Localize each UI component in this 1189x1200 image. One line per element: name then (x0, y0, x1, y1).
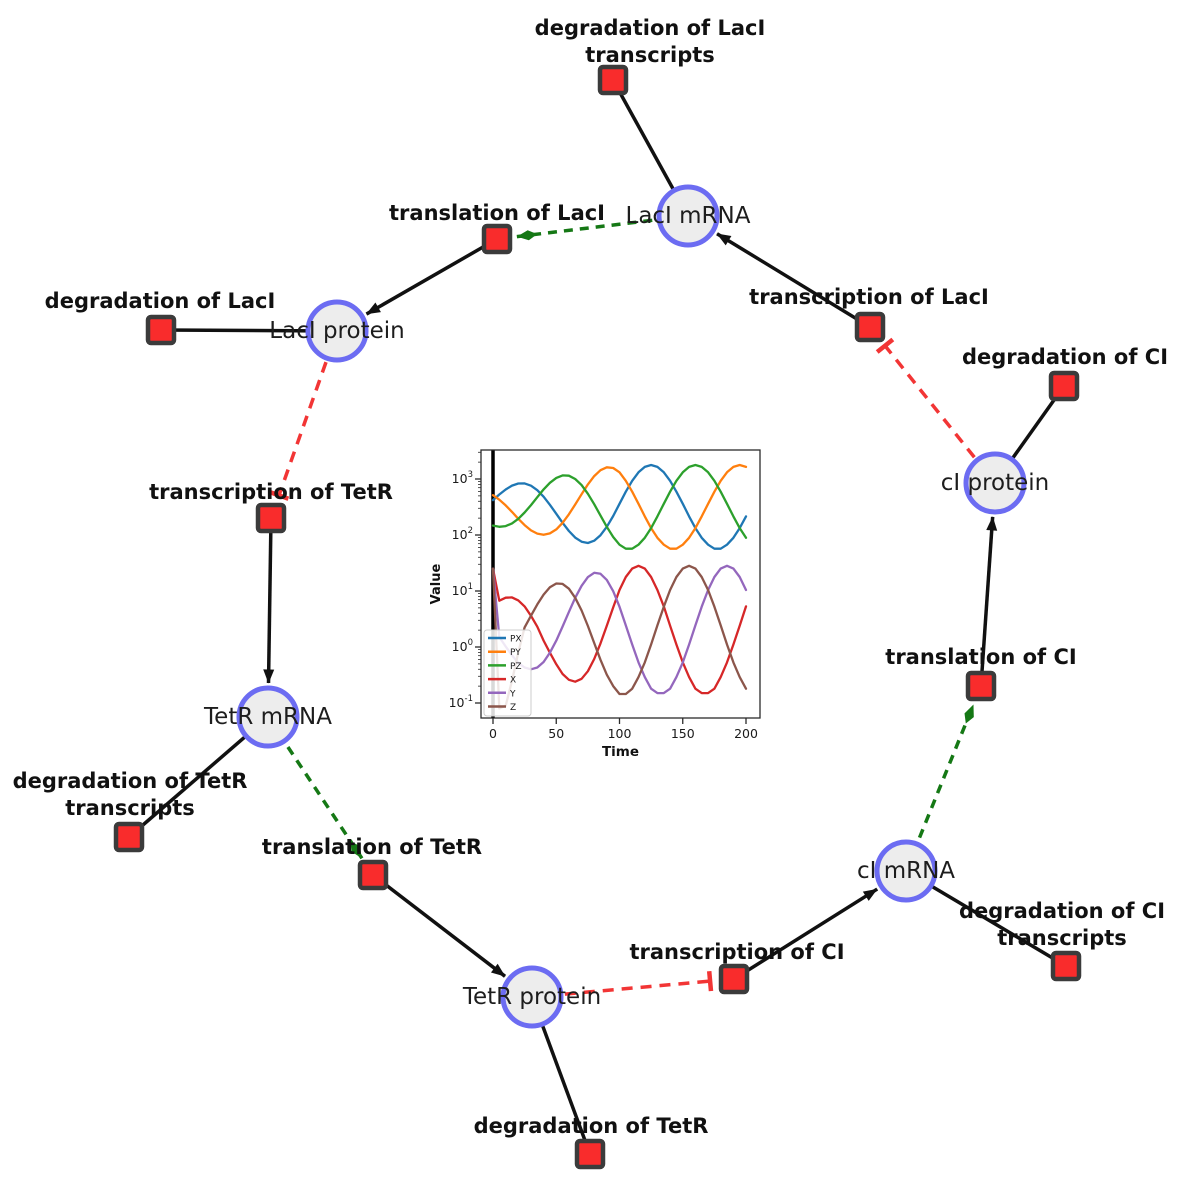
x-tick-label-100: 100 (608, 726, 632, 741)
series-line-PY (491, 463, 748, 550)
reaction-node-r_deg_cI[interactable] (1048, 370, 1080, 402)
species-node-tetR_protein[interactable] (500, 965, 564, 1029)
series-line-PZ (491, 463, 748, 550)
edge-inhibit-cI_protein-r_transcr_lacI (883, 344, 976, 459)
reaction-node-r_deg_lacI_tr[interactable] (597, 64, 629, 96)
species-node-lacI_mRNA[interactable] (656, 184, 720, 248)
series-line-Z (491, 564, 748, 710)
species-node-cI_mRNA[interactable] (874, 839, 938, 903)
series-line-PX (491, 463, 748, 550)
reaction-node-r_deg_tetR_tr[interactable] (113, 821, 145, 853)
series-line-Y (491, 564, 748, 695)
reaction-node-r_transl_tetR[interactable] (357, 859, 389, 891)
inhibition-tbar-r_transcr_cI (706, 970, 714, 992)
y-axis-label: Value (429, 563, 444, 604)
x-tick-label-50: 50 (548, 726, 564, 741)
edge-activate-cI_mRNA-r_transl_cI (911, 703, 976, 854)
x-tick-label-150: 150 (671, 726, 695, 741)
species-node-tetR_mRNA[interactable] (236, 685, 300, 749)
time-series-inset-plot: 10-1 100 101 102 103 0 50 100 150 200 Value Time PX P… (428, 434, 773, 769)
species-node-cI_protein[interactable] (963, 451, 1027, 515)
edge-activate-lacI_mRNA-r_transl_lacI (516, 216, 669, 241)
reaction-node-r_transcr_lacI[interactable] (854, 311, 886, 343)
legend-label-X: X (510, 676, 516, 686)
edge-produce-r_transcr_lacI-lacI_mRNA (716, 232, 871, 329)
series-line-X (491, 564, 748, 695)
species-node-lacI_protein[interactable] (305, 299, 369, 363)
reaction-node-r_transl_lacI[interactable] (481, 223, 513, 255)
edge-produce-r_transl_cI-cI_protein (979, 516, 998, 687)
reaction-node-r_transcr_tetR[interactable] (255, 502, 287, 534)
legend-label-PZ: PZ (510, 662, 522, 672)
edge-inhibit-tetR_protein-r_transcr_cI (564, 979, 711, 996)
inhibition-tbar-r_transcr_tetR (268, 489, 290, 501)
x-axis-label: Time (602, 744, 639, 760)
edge-produce-r_transcr_tetR-tetR_mRNA (263, 517, 275, 684)
x-tick-label-200: 200 (734, 726, 758, 741)
edge-produce-r_transl_lacI-lacI_protein (365, 237, 498, 316)
edge-produce-r_transl_tetR-tetR_protein (371, 873, 507, 978)
legend-label-Z: Z (510, 703, 516, 713)
reaction-node-r_transl_cI[interactable] (965, 670, 997, 702)
legend-label-PX: PX (510, 635, 522, 645)
edge-activate-tetR_mRNA-r_transl_tetR (277, 732, 364, 860)
plot-frame (480, 449, 761, 719)
legend-label-PY: PY (510, 648, 521, 658)
inhibition-tbar-r_transcr_lacI (875, 337, 895, 354)
reaction-node-r_deg_tetR[interactable] (574, 1138, 606, 1170)
edge-inhibit-lacI_protein-r_transcr_tetR (277, 361, 328, 496)
legend-box[interactable] (483, 629, 532, 717)
x-tick-label-0: 0 (489, 726, 497, 741)
reaction-node-r_deg_cI_tr[interactable] (1050, 950, 1082, 982)
edge-produce-r_transcr_cI-cI_mRNA (733, 887, 879, 981)
legend-label-Y: Y (509, 689, 516, 699)
reaction-node-r_deg_lacI[interactable] (145, 314, 177, 346)
reaction-node-r_transcr_cI[interactable] (718, 963, 750, 995)
